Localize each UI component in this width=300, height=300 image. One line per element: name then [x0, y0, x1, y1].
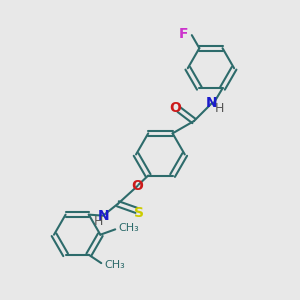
Text: O: O: [169, 101, 181, 115]
Text: H: H: [93, 215, 103, 228]
Text: N: N: [206, 96, 218, 110]
Text: O: O: [132, 179, 143, 193]
Text: F: F: [179, 27, 188, 41]
Text: H: H: [214, 102, 224, 115]
Text: CH₃: CH₃: [104, 260, 125, 270]
Text: CH₃: CH₃: [118, 223, 139, 233]
Text: S: S: [134, 206, 144, 220]
Text: N: N: [98, 209, 109, 223]
